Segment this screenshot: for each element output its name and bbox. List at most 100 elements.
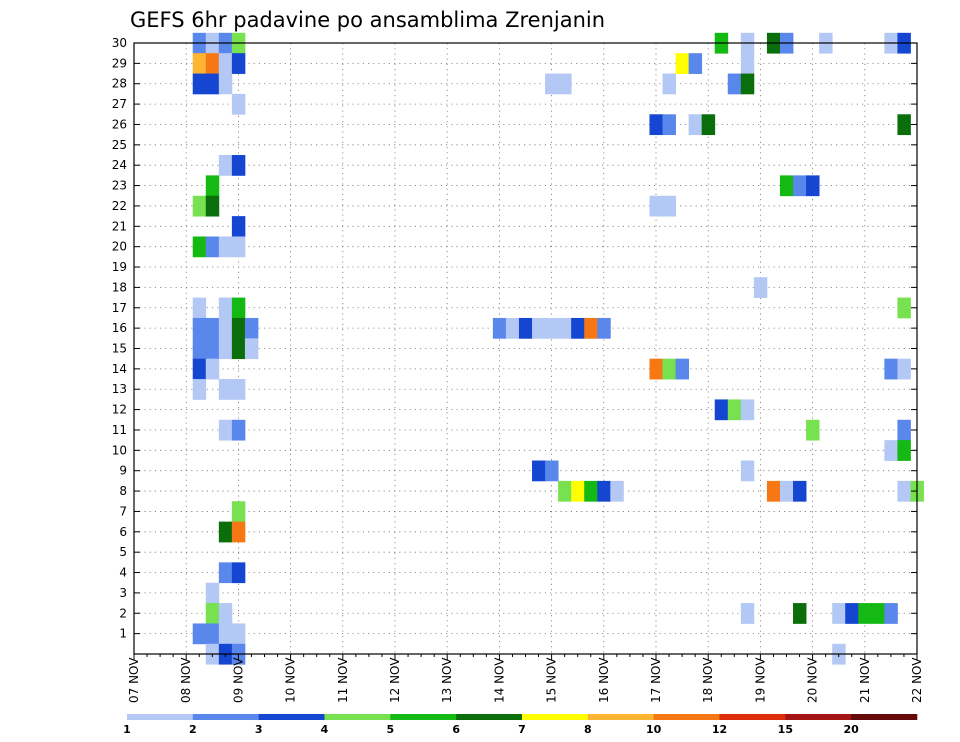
precip-cell [231, 521, 246, 543]
precip-cell [558, 73, 572, 95]
y-tick-label: 1 [119, 627, 127, 641]
y-axis-ticks: 1234567891011121314151617181920212223242… [112, 36, 917, 641]
precip-cells [192, 32, 924, 665]
precip-cell [597, 317, 611, 339]
precip-cell [218, 379, 233, 400]
precip-cell [584, 480, 598, 502]
colorbar-label: 12 [712, 723, 727, 736]
precip-cell [610, 480, 624, 502]
precip-cell [545, 317, 559, 339]
colorbar-swatch [785, 714, 852, 720]
precip-cell [675, 358, 690, 380]
x-tick-label: 21 NOV [858, 657, 872, 703]
precip-cell [205, 236, 220, 258]
precip-cell [649, 358, 663, 380]
precip-cell [649, 114, 663, 136]
precip-cell [505, 317, 520, 339]
precip-cell [205, 195, 220, 217]
precip-cell [492, 317, 507, 339]
x-tick-label: 13 NOV [440, 657, 454, 703]
x-tick-label: 12 NOV [388, 657, 402, 703]
precip-cell [218, 623, 233, 645]
precip-cell [806, 175, 820, 197]
x-tick-label: 19 NOV [753, 657, 767, 703]
y-tick-label: 12 [112, 403, 127, 417]
grid-lines [134, 43, 917, 654]
precip-cell [532, 317, 546, 339]
precip-cell [675, 53, 690, 74]
precip-cell [218, 338, 233, 360]
precip-cell [662, 73, 676, 95]
precip-cell [806, 419, 820, 441]
precip-cell [779, 480, 794, 502]
colorbar-swatch [719, 714, 786, 720]
colorbar-swatch [522, 714, 589, 720]
colorbar-swatch [127, 714, 194, 720]
x-tick-label: 20 NOV [806, 657, 820, 703]
precip-cell [649, 195, 663, 217]
y-tick-label: 30 [112, 36, 127, 50]
x-tick-label: 16 NOV [597, 657, 611, 703]
x-tick-label: 22 NOV [910, 657, 924, 703]
y-tick-label: 5 [119, 545, 127, 559]
x-tick-label: 08 NOV [179, 657, 193, 703]
precip-cell [858, 603, 872, 624]
precip-cell [231, 419, 246, 441]
precip-cell [192, 358, 207, 380]
precip-cell [192, 236, 207, 258]
precip-cell [897, 440, 911, 461]
precip-cell [218, 73, 233, 95]
precip-cell [231, 562, 246, 584]
precip-cell [231, 501, 246, 523]
precip-cell [740, 53, 755, 74]
precip-cell [897, 114, 911, 136]
precip-cell [192, 379, 207, 400]
y-tick-label: 15 [112, 342, 127, 356]
precip-cell [897, 419, 911, 441]
precip-cell [231, 216, 246, 237]
precip-cell [231, 623, 246, 645]
colorbar-swatch [390, 714, 457, 720]
y-tick-label: 7 [119, 504, 127, 518]
y-tick-label: 9 [119, 464, 127, 478]
precip-cell [218, 155, 233, 176]
colorbar-swatch [587, 714, 654, 720]
colorbar-label: 20 [844, 723, 860, 736]
precip-cell [845, 603, 859, 624]
x-tick-label: 10 NOV [284, 657, 298, 703]
y-tick-label: 26 [112, 117, 127, 131]
precip-cell [231, 53, 246, 74]
precip-cell [205, 623, 220, 645]
y-tick-label: 28 [112, 77, 127, 91]
colorbar-label: 15 [778, 723, 793, 736]
colorbar-label: 8 [584, 723, 592, 736]
precip-cell [231, 155, 246, 176]
precip-cell [753, 277, 768, 298]
precip-cell [832, 603, 846, 624]
x-tick-label: 17 NOV [649, 657, 663, 703]
precip-cell [793, 175, 807, 197]
precip-cell [205, 582, 220, 604]
colorbar-label: 4 [321, 723, 329, 736]
precip-cell [871, 603, 885, 624]
precip-cell [662, 114, 676, 136]
y-tick-label: 2 [119, 606, 127, 620]
precip-cell [584, 317, 598, 339]
precip-cell [545, 73, 559, 95]
precip-cell [218, 53, 233, 74]
precip-cell [884, 358, 898, 380]
precip-cell [218, 317, 233, 339]
precip-cell [740, 603, 755, 624]
precip-cell [701, 114, 716, 136]
colorbar-label: 6 [452, 723, 460, 736]
precip-cell [218, 603, 233, 624]
colorbar-label: 7 [518, 723, 526, 736]
precip-cell [205, 73, 220, 95]
y-tick-label: 24 [112, 158, 127, 172]
precip-cell [218, 297, 233, 319]
y-tick-label: 6 [119, 525, 127, 539]
y-tick-label: 22 [112, 199, 127, 213]
precip-cell [192, 317, 207, 339]
precip-cell [740, 460, 755, 482]
